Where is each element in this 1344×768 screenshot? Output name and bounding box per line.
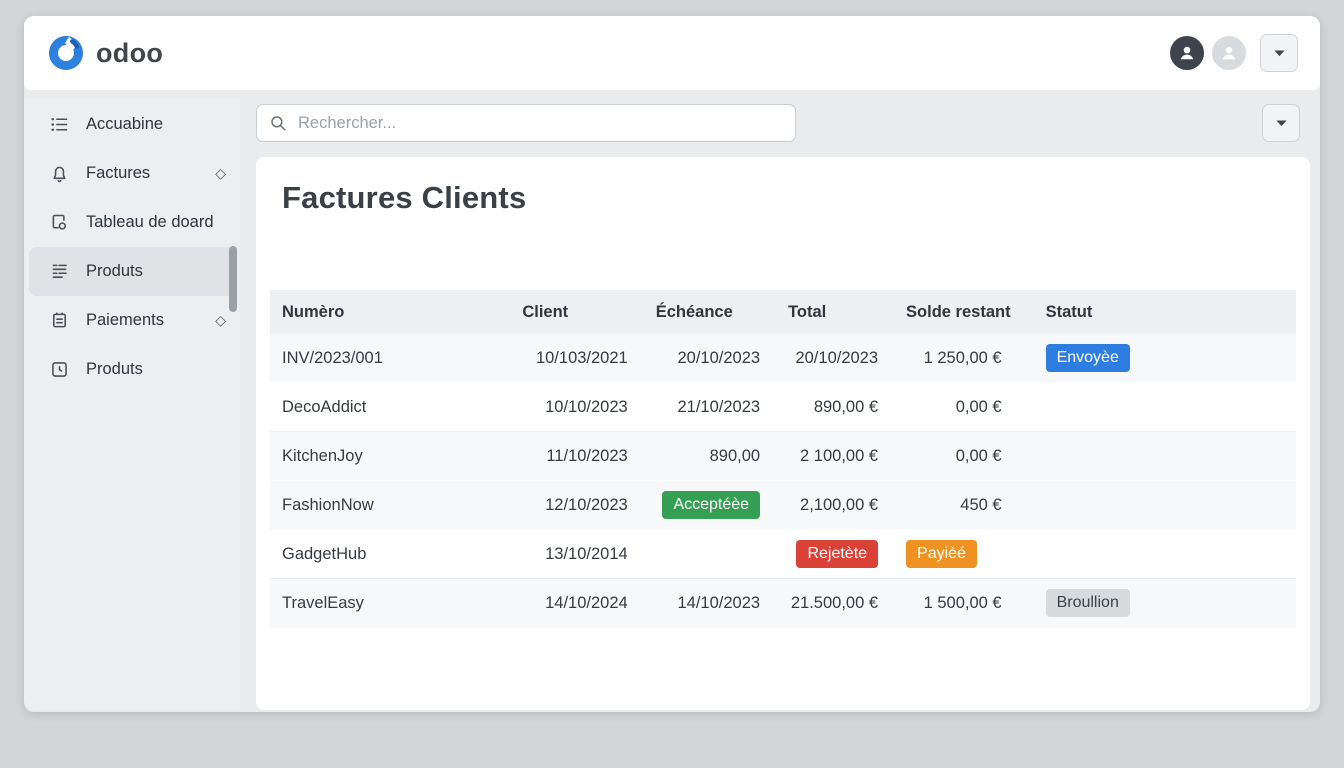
sidebar-item-label: Factures	[86, 164, 151, 182]
bell-icon	[48, 163, 70, 185]
table-row[interactable]: GadgetHub 13/10/2014 Rejetète Payièé	[270, 529, 1296, 579]
filter-caret-button[interactable]	[1262, 104, 1300, 142]
table-cell: INV/2023/001	[270, 334, 521, 383]
status-badge: Envoyèe	[1045, 344, 1130, 372]
main-area: Factures Clients NumèroClientÉchéanceTot…	[256, 98, 1310, 710]
sidebar-scrollbar-thumb[interactable]	[229, 246, 237, 312]
sidebar-item-label: Tableau de doard	[86, 213, 214, 231]
table-cell: KitchenJoy	[270, 431, 521, 481]
sidebar: Accuabine Factures ◇ Tableau de doard Produt…	[24, 98, 240, 710]
app-window: odoo Accuabine Factures ◇ Tableau	[24, 16, 1320, 712]
table-cell: 20/10/2023	[786, 334, 905, 383]
table-cell: 890,00 €	[786, 382, 905, 432]
table-cell: 14/10/2024	[520, 578, 654, 628]
table-cell: Payièé	[904, 529, 1044, 579]
table-row[interactable]: TravelEasy 14/10/2024 14/10/2023 21.500,00 …	[270, 578, 1296, 628]
person-icon	[1177, 43, 1197, 63]
diamond-icon: ◇	[215, 312, 226, 328]
table-cell: 2,100,00 €	[786, 480, 905, 530]
table-cell: 1 250,00 €	[904, 334, 1044, 383]
table-row[interactable]: FashionNow 12/10/2023 Acceptéèe 2,100,00 €4…	[270, 480, 1296, 530]
topbar-actions	[1170, 34, 1298, 72]
list-icon	[48, 114, 70, 136]
column-header: Numèro	[270, 290, 521, 334]
sidebar-item-produts-3[interactable]: Produts	[29, 247, 235, 296]
column-header: Échéance	[653, 290, 787, 334]
column-header: Solde restant	[904, 290, 1044, 334]
invoices-table: Numèro Client Échéance Total Solde restant St…	[270, 290, 1296, 628]
table-cell: 13/10/2014	[520, 529, 654, 579]
search-row	[256, 100, 1310, 146]
table-cell: 21.500,00 €	[786, 578, 905, 628]
status-badge: Payièé	[906, 540, 977, 568]
table-cell: 2 100,00 €	[786, 431, 905, 481]
search-icon	[269, 114, 287, 132]
table-cell: 21/10/2023	[653, 382, 787, 432]
user-avatar-dark-button[interactable]	[1170, 36, 1204, 70]
table-row[interactable]: INV/2023/001 10/103/2021 20/10/2023 20/10/2…	[270, 334, 1296, 383]
table-cell: 0,00 €	[904, 382, 1044, 432]
table-cell: 450 €	[904, 480, 1044, 530]
table-row[interactable]: KitchenJoy 11/10/2023 890,00 2 100,00 €0,00…	[270, 431, 1296, 481]
column-header: Client	[520, 290, 654, 334]
clock-icon	[48, 359, 70, 381]
table-cell: 10/103/2021	[520, 334, 654, 383]
table-cell: 890,00	[653, 431, 787, 481]
table-cell	[1043, 480, 1296, 530]
table-cell: 10/10/2023	[520, 382, 654, 432]
table-cell: 14/10/2023	[653, 578, 787, 628]
table-cell: 11/10/2023	[520, 431, 654, 481]
window-body: Accuabine Factures ◇ Tableau de doard Produt…	[24, 90, 1320, 712]
table-cell: 0,00 €	[904, 431, 1044, 481]
status-badge: Acceptéèe	[662, 491, 761, 519]
topbar: odoo	[24, 16, 1320, 90]
search-input[interactable]	[296, 112, 783, 134]
brand-name: odoo	[96, 37, 164, 68]
status-badge: Rejetète	[796, 540, 879, 568]
table-cell: GadgetHub	[270, 529, 521, 579]
table-header-row: Numèro Client Échéance Total Solde restant St…	[270, 290, 1296, 334]
brand: odoo	[48, 35, 163, 71]
sidebar-item-accuabine-0[interactable]: Accuabine	[24, 100, 240, 149]
odoo-logo-icon	[48, 35, 84, 71]
person-icon	[1219, 43, 1239, 63]
column-header: Statut	[1043, 290, 1296, 334]
sidebar-item-label: Produts	[86, 360, 143, 378]
table-cell	[1043, 529, 1296, 579]
status-badge: Broullion	[1045, 589, 1130, 617]
table-cell: Envoyèe	[1043, 334, 1296, 383]
user-avatar-light-button[interactable]	[1212, 36, 1246, 70]
content-card: Factures Clients Numèro Client Échéance Tot…	[256, 157, 1310, 710]
sidebar-item-produts-5[interactable]: Produts	[24, 345, 240, 394]
table-cell: TravelEasy	[270, 578, 521, 628]
search-box	[256, 104, 796, 142]
sidebar-item-label: Accuabine	[86, 115, 164, 133]
user-menu-caret-button[interactable]	[1260, 34, 1298, 72]
table-cell	[1043, 431, 1296, 481]
diamond-icon: ◇	[215, 165, 226, 181]
caret-down-icon	[1275, 119, 1288, 128]
sidebar-item-paiements-4[interactable]: Paiements ◇	[24, 296, 240, 345]
table-cell: FashionNow	[270, 480, 521, 530]
table-row[interactable]: DecoAddict 10/10/2023 21/10/2023 890,00 €0,…	[270, 382, 1296, 432]
note-icon	[48, 310, 70, 332]
table-cell: DecoAddict	[270, 382, 521, 432]
column-header: Total	[786, 290, 905, 334]
sidebar-item-label: Produts	[86, 262, 143, 280]
table-cell	[1043, 382, 1296, 432]
table-cell: Acceptéèe	[653, 480, 787, 530]
table-cell: 1 500,00 €	[904, 578, 1044, 628]
table-cell: Rejetète	[786, 529, 905, 579]
lines-icon	[48, 261, 70, 283]
table-cell	[653, 529, 787, 579]
table-cell: 20/10/2023	[653, 334, 787, 383]
page-title: Factures Clients	[282, 180, 527, 215]
sidebar-item-label: Paiements	[86, 311, 164, 329]
sidebar-item-factures-1[interactable]: Factures ◇	[24, 149, 240, 198]
table-cell: Broullion	[1043, 578, 1296, 628]
caret-down-icon	[1273, 49, 1286, 58]
sidebar-item-tableau-de-doard-2[interactable]: Tableau de doard	[24, 198, 240, 247]
table-cell: 12/10/2023	[520, 480, 654, 530]
copy-circle-icon	[48, 212, 70, 234]
